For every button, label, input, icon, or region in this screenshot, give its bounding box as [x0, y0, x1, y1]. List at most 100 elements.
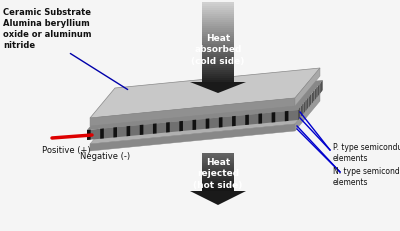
Polygon shape [202, 38, 234, 40]
Polygon shape [206, 119, 209, 129]
Polygon shape [202, 170, 234, 171]
Polygon shape [202, 68, 234, 70]
Polygon shape [301, 106, 302, 116]
Polygon shape [298, 80, 323, 120]
Polygon shape [310, 94, 311, 105]
Polygon shape [202, 58, 234, 60]
Polygon shape [202, 2, 234, 4]
Polygon shape [87, 130, 91, 140]
Polygon shape [202, 80, 234, 82]
Polygon shape [87, 110, 298, 140]
Polygon shape [202, 18, 234, 20]
Polygon shape [272, 112, 275, 122]
Polygon shape [113, 127, 117, 137]
Polygon shape [202, 182, 234, 183]
Polygon shape [202, 188, 234, 189]
Polygon shape [202, 54, 234, 56]
Polygon shape [140, 125, 143, 135]
Polygon shape [202, 175, 234, 176]
Polygon shape [202, 50, 234, 52]
Polygon shape [202, 64, 234, 66]
Polygon shape [202, 178, 234, 179]
Polygon shape [87, 80, 323, 130]
Text: Negative (-): Negative (-) [80, 152, 130, 161]
Polygon shape [304, 102, 305, 112]
Text: N. type semiconductor
elements: N. type semiconductor elements [333, 167, 400, 187]
Polygon shape [202, 183, 234, 184]
Polygon shape [179, 121, 183, 131]
Polygon shape [202, 177, 234, 178]
Polygon shape [126, 126, 130, 136]
Polygon shape [100, 128, 104, 139]
Polygon shape [202, 26, 234, 28]
Polygon shape [258, 113, 262, 124]
Polygon shape [202, 52, 234, 54]
Polygon shape [202, 34, 234, 36]
Polygon shape [318, 85, 319, 96]
Polygon shape [202, 32, 234, 34]
Polygon shape [192, 120, 196, 130]
Polygon shape [202, 179, 234, 181]
Polygon shape [202, 164, 234, 165]
Text: Heat
rejected
(hot side): Heat rejected (hot side) [193, 158, 243, 190]
Text: Ceramic Substrate
Alumina beryllium
oxide or aluminum
nitride: Ceramic Substrate Alumina beryllium oxid… [3, 8, 92, 50]
Polygon shape [202, 72, 234, 74]
Polygon shape [202, 153, 234, 154]
Polygon shape [202, 4, 234, 6]
Polygon shape [307, 98, 308, 109]
Polygon shape [202, 165, 234, 166]
Polygon shape [202, 160, 234, 161]
Polygon shape [202, 16, 234, 18]
Polygon shape [202, 22, 234, 24]
Polygon shape [190, 191, 246, 205]
Polygon shape [202, 6, 234, 8]
Polygon shape [202, 66, 234, 68]
Polygon shape [202, 30, 234, 32]
Polygon shape [202, 173, 234, 174]
Polygon shape [202, 62, 234, 64]
Polygon shape [90, 124, 295, 151]
Polygon shape [202, 36, 234, 38]
Text: Positive (+): Positive (+) [42, 146, 91, 155]
Polygon shape [90, 94, 320, 144]
Polygon shape [202, 158, 234, 159]
Polygon shape [315, 89, 316, 99]
Polygon shape [202, 171, 234, 172]
Polygon shape [153, 123, 156, 134]
Polygon shape [232, 116, 236, 126]
Polygon shape [90, 98, 295, 126]
Polygon shape [202, 155, 234, 156]
Polygon shape [202, 48, 234, 50]
Polygon shape [90, 68, 320, 118]
Polygon shape [219, 117, 222, 128]
Polygon shape [245, 115, 249, 125]
Polygon shape [202, 174, 234, 175]
Polygon shape [202, 12, 234, 14]
Polygon shape [202, 162, 234, 164]
Polygon shape [295, 68, 320, 106]
Polygon shape [202, 46, 234, 48]
Polygon shape [202, 76, 234, 78]
Polygon shape [295, 94, 320, 131]
Polygon shape [202, 172, 234, 173]
Polygon shape [202, 168, 234, 169]
Polygon shape [202, 70, 234, 72]
Polygon shape [202, 185, 234, 186]
Polygon shape [202, 169, 234, 170]
Polygon shape [202, 42, 234, 44]
Polygon shape [202, 20, 234, 22]
Polygon shape [202, 184, 234, 185]
Polygon shape [202, 10, 234, 12]
Polygon shape [202, 156, 234, 157]
Text: P. type semiconductor
elements: P. type semiconductor elements [333, 143, 400, 163]
Polygon shape [202, 24, 234, 26]
Polygon shape [202, 60, 234, 62]
Polygon shape [202, 40, 234, 42]
Polygon shape [202, 181, 234, 182]
Polygon shape [202, 167, 234, 168]
Polygon shape [202, 56, 234, 58]
Polygon shape [202, 8, 234, 10]
Polygon shape [202, 14, 234, 16]
Polygon shape [202, 44, 234, 46]
Polygon shape [202, 28, 234, 30]
